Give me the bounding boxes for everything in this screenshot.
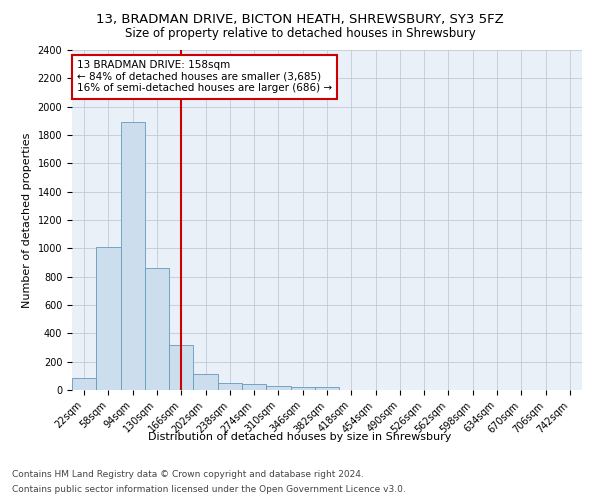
Bar	[266, 386, 290, 390]
Bar	[121, 122, 145, 390]
Y-axis label: Number of detached properties: Number of detached properties	[22, 132, 32, 308]
Bar	[72, 378, 96, 390]
Bar	[193, 374, 218, 390]
Bar	[96, 247, 121, 390]
Text: Contains public sector information licensed under the Open Government Licence v3: Contains public sector information licen…	[12, 485, 406, 494]
Text: 13 BRADMAN DRIVE: 158sqm
← 84% of detached houses are smaller (3,685)
16% of sem: 13 BRADMAN DRIVE: 158sqm ← 84% of detach…	[77, 60, 332, 94]
Text: Size of property relative to detached houses in Shrewsbury: Size of property relative to detached ho…	[125, 28, 475, 40]
Bar	[242, 384, 266, 390]
Text: Distribution of detached houses by size in Shrewsbury: Distribution of detached houses by size …	[148, 432, 452, 442]
Bar	[169, 344, 193, 390]
Bar	[290, 387, 315, 390]
Bar	[218, 383, 242, 390]
Bar	[315, 387, 339, 390]
Text: Contains HM Land Registry data © Crown copyright and database right 2024.: Contains HM Land Registry data © Crown c…	[12, 470, 364, 479]
Text: 13, BRADMAN DRIVE, BICTON HEATH, SHREWSBURY, SY3 5FZ: 13, BRADMAN DRIVE, BICTON HEATH, SHREWSB…	[96, 12, 504, 26]
Bar	[145, 268, 169, 390]
